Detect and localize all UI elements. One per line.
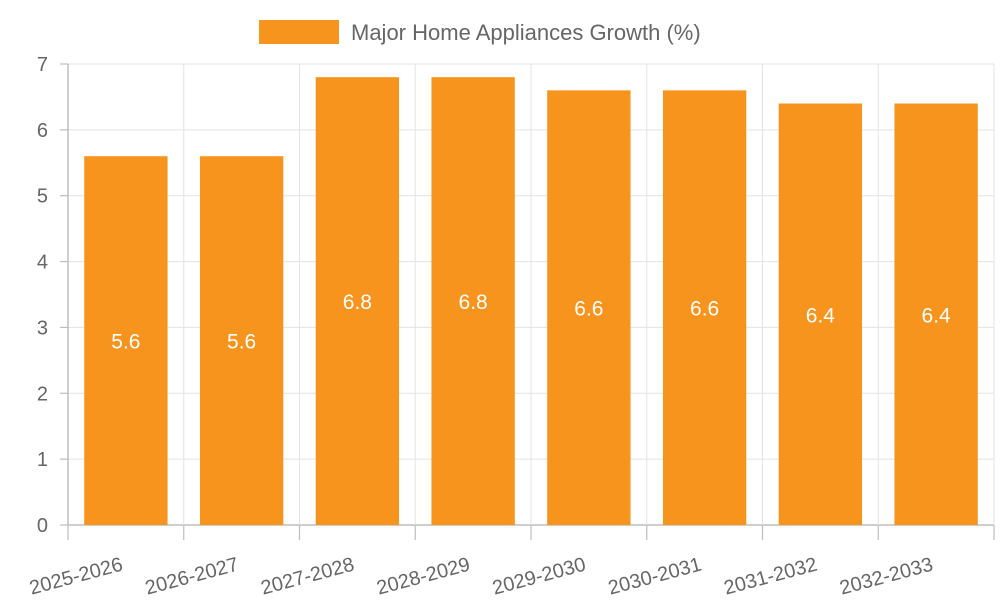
bar-data-label: 6.6	[690, 298, 719, 321]
bar	[199, 156, 284, 525]
x-tick-label: 2029-2030	[490, 554, 588, 600]
x-tick-label: 2030-2031	[606, 554, 704, 600]
bar-data-label: 6.4	[922, 304, 952, 327]
y-tick-label: 2	[37, 383, 48, 405]
bar-data-label: 6.8	[459, 291, 488, 314]
bar-data-label: 6.8	[343, 291, 372, 314]
y-tick-label: 4	[37, 252, 48, 274]
bar	[778, 103, 863, 525]
y-tick-label: 6	[37, 120, 48, 142]
legend-swatch	[259, 20, 339, 44]
bar-data-label: 6.4	[806, 304, 836, 327]
y-tick-label: 1	[37, 449, 48, 471]
bar	[547, 90, 631, 525]
bar-data-label: 5.6	[111, 331, 140, 354]
y-tick-label: 0	[37, 515, 48, 537]
bar	[894, 103, 978, 525]
y-tick-label: 3	[37, 317, 48, 339]
x-tick-label: 2027-2028	[259, 554, 357, 600]
x-tick-label: 2031-2032	[722, 554, 820, 600]
y-tick-label: 5	[37, 186, 48, 208]
y-tick-label: 7	[37, 54, 48, 76]
bar	[662, 90, 747, 525]
bar	[315, 77, 400, 526]
legend-label: Major Home Appliances Growth (%)	[351, 20, 701, 45]
x-tick-label: 2025-2026	[27, 554, 125, 600]
bars-layer	[84, 77, 978, 526]
x-tick-label: 2032-2033	[837, 554, 935, 600]
axis-layer: 0 1 2 3 4 5 6 7	[37, 54, 995, 540]
bar	[431, 77, 515, 526]
x-tick-label: 2028-2029	[374, 554, 472, 600]
x-tick-label: 2026-2027	[143, 554, 241, 600]
bar-data-label: 5.6	[227, 331, 256, 354]
bar-data-label: 6.6	[574, 298, 603, 321]
legend: Major Home Appliances Growth (%)	[259, 20, 701, 45]
bar	[84, 156, 168, 525]
